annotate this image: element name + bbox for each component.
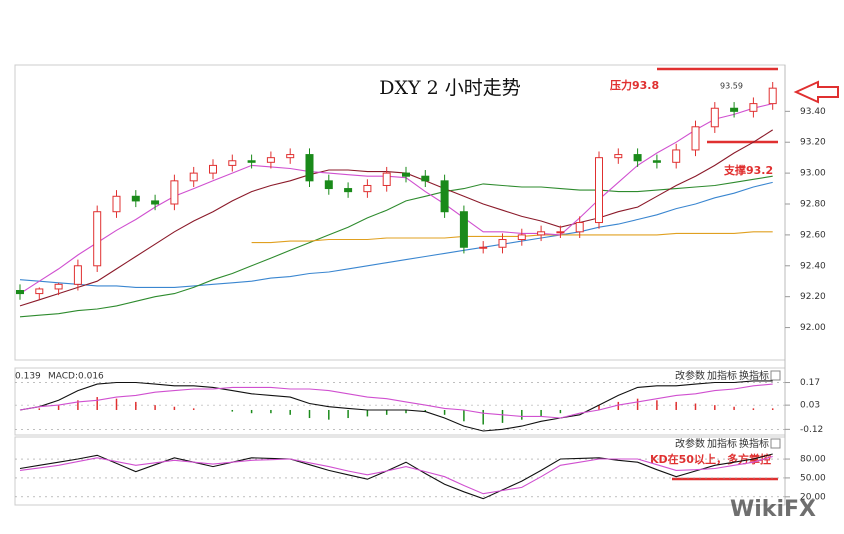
candle-body	[266, 157, 275, 163]
y-tick-label: 0.17	[800, 378, 820, 388]
candle-body	[459, 211, 468, 248]
candle-body	[363, 184, 372, 193]
y-tick-label: 93.00	[800, 169, 826, 179]
y-tick-label: 92.60	[800, 230, 826, 240]
toolbar-button[interactable]: 换指标	[739, 437, 769, 450]
candle-body	[35, 288, 44, 295]
candle-body	[440, 180, 449, 213]
y-tick-label: 92.20	[800, 292, 826, 302]
arrow-icon	[793, 80, 839, 104]
candle-body	[556, 231, 565, 234]
plot: 93.40 93.20 93.00 92.80 92.60 92.40 92.20 92.00…	[15, 81, 826, 502]
y-tick-label: -0.12	[800, 425, 823, 435]
candle-body	[517, 234, 526, 241]
candle-body	[209, 164, 217, 174]
toolbar-button[interactable]: 改参数	[675, 369, 705, 382]
y-tick-label: 93.40	[800, 107, 826, 117]
candle-body	[131, 195, 140, 202]
close-button[interactable]	[770, 438, 781, 449]
ma-line	[19, 175, 773, 318]
ma-line	[19, 380, 773, 432]
candle-body	[324, 180, 333, 190]
candle-body	[54, 283, 63, 290]
y-tick-label: 92.40	[800, 261, 826, 271]
candle-body	[382, 172, 391, 186]
candle-body	[614, 154, 623, 159]
y-tick-label: 50.00	[800, 473, 826, 483]
y-tick-label: 80.00	[800, 455, 826, 465]
ma-line	[19, 455, 773, 495]
y-tick-label: 0.03	[800, 401, 820, 411]
y-tick-label: 20.00	[800, 492, 826, 502]
candle-body	[421, 175, 430, 182]
candle-body	[189, 172, 198, 182]
y-tick-label: 92.00	[800, 323, 826, 333]
candle-body	[633, 154, 642, 162]
chart-title: DXY 2 小时走势	[379, 77, 520, 99]
candle-body	[749, 103, 758, 112]
candle-body	[93, 211, 102, 267]
candle-body	[768, 87, 777, 105]
candle-body	[151, 200, 160, 205]
candle-body	[730, 107, 739, 112]
candle-body	[73, 265, 82, 285]
candle-body	[112, 195, 121, 213]
watermark: WikiFX	[730, 497, 816, 522]
ma-line	[19, 453, 773, 500]
kd-note: KD在50以上，多方掌控	[650, 452, 771, 466]
close-button[interactable]	[770, 370, 781, 381]
candle-body	[498, 239, 507, 248]
y-tick-label: 93.20	[800, 138, 826, 148]
candle-body	[228, 160, 237, 166]
macd-header: MACD:0.016	[48, 372, 104, 382]
candle-body	[170, 180, 179, 205]
candle-body	[691, 126, 700, 151]
candle-body	[402, 172, 410, 177]
candle-body	[479, 246, 488, 249]
resistance-label: 压力93.8	[610, 78, 659, 92]
candle-body	[16, 289, 24, 295]
ma-line	[19, 129, 773, 307]
ma-line	[19, 103, 773, 295]
candle-body	[652, 160, 661, 163]
price-label: 93.59	[720, 82, 743, 91]
toolbar-button[interactable]: 改参数	[675, 437, 705, 450]
candle-body	[286, 154, 295, 159]
candle-body	[305, 154, 314, 182]
candle-body	[537, 231, 546, 236]
toolbar-button[interactable]: 换指标	[739, 369, 769, 382]
support-label: 支撑93.2	[723, 163, 773, 177]
candle-body	[247, 160, 256, 163]
candle-body	[595, 157, 603, 224]
ma-line	[19, 383, 773, 419]
y-tick-label: 92.80	[800, 200, 826, 210]
candle-body	[672, 149, 681, 163]
toolbar-button[interactable]: 加指标	[707, 437, 737, 450]
ma-line	[19, 181, 773, 288]
candle-body	[344, 188, 353, 193]
macd-header: 0.139	[15, 372, 41, 382]
candle-body	[710, 107, 719, 128]
ma-line	[251, 231, 773, 244]
candle-body	[575, 222, 584, 233]
toolbar-button[interactable]: 加指标	[707, 369, 737, 382]
